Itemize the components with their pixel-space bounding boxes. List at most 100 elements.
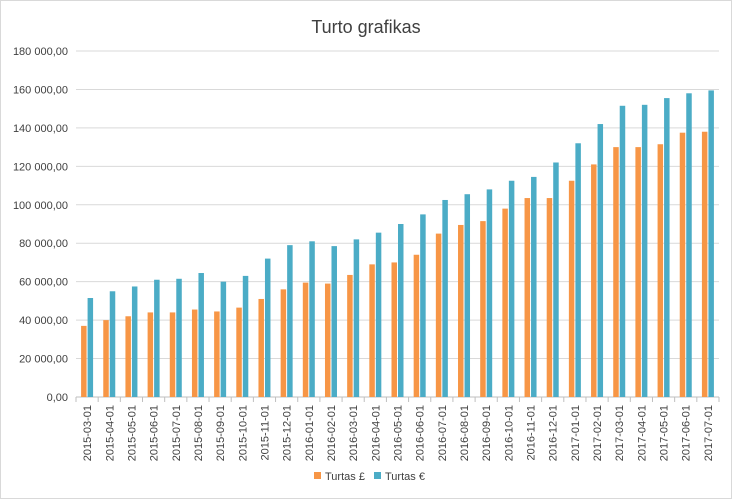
bar-turtas-eur [176, 278, 182, 397]
x-tick-label: 2015-04-01 [104, 405, 116, 461]
bar-turtas-eur [420, 214, 426, 397]
bar-turtas-eur [708, 90, 714, 398]
bar-turtas-gbp [524, 198, 531, 397]
y-tick-label: 160 000,00 [13, 84, 68, 96]
bar-turtas-gbp [701, 131, 708, 397]
bar-turtas-eur [331, 246, 337, 397]
bar-turtas-gbp [324, 283, 331, 397]
bar-turtas-gbp [435, 233, 442, 397]
x-tick-label: 2017-06-01 [681, 405, 693, 461]
bar-turtas-gbp [458, 224, 464, 397]
y-tick-label: 40 000,00 [19, 315, 68, 327]
bar-turtas-gbp [169, 312, 176, 397]
bar-turtas-eur [220, 281, 227, 397]
bar-turtas-eur [264, 258, 271, 397]
bar-turtas-gbp [147, 312, 154, 397]
x-tick-label: 2017-01-01 [570, 405, 582, 461]
y-tick-label: 120 000,00 [13, 161, 68, 173]
bar-turtas-gbp [369, 264, 375, 397]
bars [81, 90, 714, 398]
x-tick-label: 2016-02-01 [326, 405, 338, 461]
x-tick-label: 2015-06-01 [149, 405, 161, 461]
x-tick-label: 2015-03-01 [82, 405, 94, 461]
bar-turtas-gbp [258, 298, 264, 397]
x-tick-label: 2017-05-01 [659, 405, 671, 461]
bar-turtas-gbp [191, 309, 198, 397]
y-tick-label: 20 000,00 [19, 354, 68, 366]
legend-label: Turtas £ [325, 471, 365, 483]
y-tick-label: 60 000,00 [19, 277, 68, 289]
bar-turtas-eur [664, 98, 670, 397]
bar-turtas-gbp [81, 325, 87, 397]
x-tick-label: 2015-07-01 [171, 405, 183, 461]
x-tick-label: 2016-09-01 [481, 405, 493, 461]
bar-turtas-eur [464, 194, 471, 397]
bar-turtas-eur [287, 245, 293, 397]
bar-turtas-eur [531, 176, 537, 397]
bar-turtas-gbp [391, 262, 397, 397]
x-tick-label: 2016-05-01 [393, 405, 405, 461]
x-tick-label: 2015-10-01 [237, 405, 249, 461]
x-tick-label: 2016-12-01 [548, 405, 560, 461]
legend: Turtas £ Turtas € [314, 471, 425, 483]
x-tick-label: 2016-07-01 [437, 405, 449, 461]
x-tick-label: 2015-05-01 [126, 405, 138, 461]
bar-turtas-eur [131, 286, 138, 397]
bar-turtas-gbp [502, 208, 508, 397]
y-tick-label: 140 000,00 [13, 123, 68, 135]
x-tick-label: 2017-04-01 [636, 405, 648, 461]
bar-turtas-eur [309, 241, 315, 397]
bar-turtas-gbp [236, 307, 242, 397]
bar-turtas-eur [508, 180, 515, 397]
bar-turtas-eur [198, 273, 204, 397]
bar-turtas-eur [154, 279, 160, 397]
x-tick-label: 2017-07-01 [703, 405, 715, 461]
x-tick-label: 2016-03-01 [348, 405, 360, 461]
y-tick-label: 100 000,00 [13, 200, 68, 212]
y-axis-ticks: 0,00 20 000,00 40 000,00 60 000,00 80 000,00… [13, 46, 68, 404]
bar-turtas-eur [619, 105, 626, 398]
bar-turtas-eur [87, 298, 94, 397]
x-tick-label: 2015-08-01 [193, 405, 205, 461]
chart-title: Turto grafikas [311, 17, 420, 37]
bar-turtas-gbp [280, 289, 287, 397]
bar-turtas-gbp [613, 147, 619, 397]
bar-turtas-gbp [679, 132, 686, 397]
x-tick-label: 2016-01-01 [304, 405, 316, 461]
legend-label: Turtas € [385, 471, 425, 483]
bar-turtas-gbp [347, 274, 353, 397]
bar-turtas-eur [686, 93, 692, 398]
y-tick-label: 180 000,00 [13, 46, 68, 58]
bar-turtas-gbp [591, 164, 597, 397]
bar-turtas-eur [442, 199, 448, 397]
bar-turtas-eur [486, 189, 493, 397]
bar-turtas-gbp [546, 198, 553, 397]
bar-turtas-gbp [480, 221, 486, 397]
bar-turtas-eur [375, 232, 382, 397]
bar-turtas-gbp [635, 147, 641, 397]
x-tick-label: 2017-03-01 [614, 405, 626, 461]
x-tick-label: 2015-09-01 [215, 405, 227, 461]
bar-turtas-eur [575, 143, 581, 397]
bar-turtas-eur [641, 104, 648, 398]
x-tick-label: 2016-11-01 [526, 405, 538, 460]
bar-turtas-gbp [657, 144, 664, 397]
bar-turtas-gbp [214, 311, 220, 397]
bar-turtas-eur [109, 291, 116, 397]
bar-turtas-gbp [302, 282, 309, 397]
x-tick-label: 2017-02-01 [592, 405, 604, 461]
x-tick-label: 2015-12-01 [282, 405, 294, 461]
legend-swatch-gbp [314, 472, 321, 479]
x-tick-label: 2015-11-01 [259, 405, 271, 460]
x-tick-label: 2016-10-01 [503, 405, 515, 461]
x-tick-label: 2016-04-01 [370, 405, 382, 461]
bar-turtas-eur [597, 124, 604, 398]
bar-turtas-gbp [125, 316, 131, 397]
x-axis-ticks: 2015-03-01 2015-04-01 2015-05-01 2015-06-01… [75, 397, 720, 461]
y-tick-label: 80 000,00 [19, 238, 68, 250]
y-tick-label: 0,00 [47, 392, 68, 404]
bar-turtas-gbp [568, 180, 575, 397]
bar-turtas-gbp [413, 254, 420, 397]
